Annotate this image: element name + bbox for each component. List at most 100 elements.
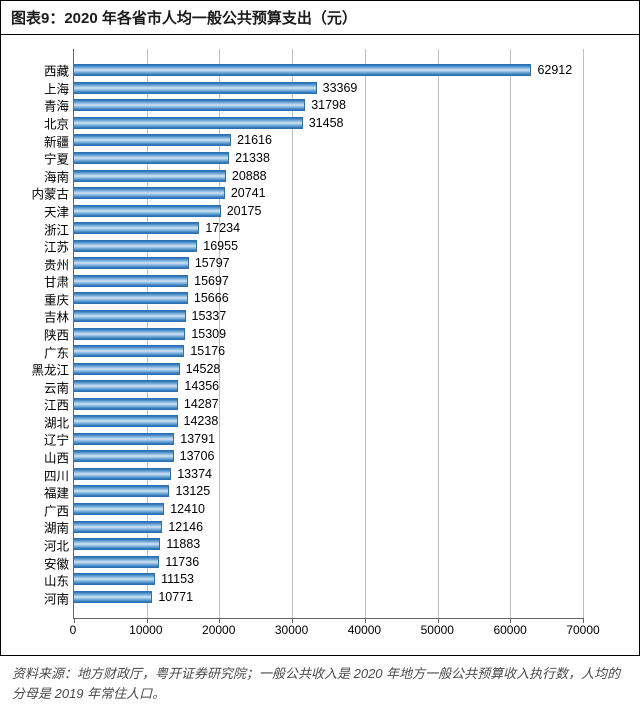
gridline — [438, 49, 439, 618]
y-axis-label: 河北 — [44, 535, 69, 554]
bar-value-label: 31458 — [303, 116, 344, 130]
bar — [74, 205, 221, 217]
gridline — [583, 49, 584, 618]
bar — [74, 380, 178, 392]
bar-value-label: 10771 — [152, 590, 193, 604]
bar-value-label: 11883 — [160, 537, 200, 551]
bar-value-label: 15309 — [185, 327, 226, 341]
bar — [74, 152, 229, 164]
bar — [74, 363, 180, 375]
bar-value-label: 14238 — [178, 414, 219, 428]
bar — [74, 538, 160, 550]
bar-value-label: 14356 — [178, 379, 219, 393]
bar — [74, 117, 303, 129]
plot-inner: 6291233369317983145821616213382088820741… — [73, 49, 583, 619]
y-axis-label: 甘肃 — [44, 272, 69, 291]
bar-value-label: 13125 — [169, 484, 210, 498]
bar — [74, 187, 225, 199]
x-tick-label: 50000 — [421, 623, 454, 637]
bar — [74, 328, 185, 340]
figure-frame: 图表9：2020 年各省市人均一般公共预算支出（元） 6291233369317… — [0, 0, 640, 656]
bar — [74, 222, 199, 234]
bar-value-label: 20741 — [225, 186, 266, 200]
bar-value-label: 11153 — [155, 572, 194, 586]
y-axis-label: 江西 — [44, 395, 69, 414]
bar-value-label: 20888 — [226, 169, 267, 183]
bar — [74, 415, 178, 427]
y-axis-label: 吉林 — [44, 307, 69, 326]
y-axis-label: 天津 — [44, 201, 69, 220]
bar — [74, 257, 189, 269]
bar-value-label: 14287 — [178, 397, 219, 411]
bar-value-label: 20175 — [221, 204, 262, 218]
x-axis-ticks: 010000200003000040000500006000070000 — [73, 619, 583, 649]
bar — [74, 275, 188, 287]
y-axis-label: 湖南 — [44, 518, 69, 537]
bar-value-label: 62912 — [531, 63, 572, 77]
bar — [74, 240, 197, 252]
y-axis-label: 西藏 — [44, 61, 69, 80]
bar — [74, 134, 231, 146]
bar — [74, 468, 171, 480]
y-axis-label: 广东 — [44, 342, 69, 361]
y-axis-label: 四川 — [44, 465, 69, 484]
bar-value-label: 15666 — [188, 291, 229, 305]
bar-value-label: 11736 — [159, 555, 199, 569]
y-axis-label: 新疆 — [44, 131, 69, 150]
x-tick-label: 10000 — [129, 623, 162, 637]
y-axis-label: 福建 — [44, 483, 69, 502]
bar-value-label: 15797 — [189, 256, 230, 270]
bar-value-label: 33369 — [317, 81, 358, 95]
bar — [74, 170, 226, 182]
y-axis-label: 湖北 — [44, 412, 69, 431]
y-axis-label: 黑龙江 — [31, 360, 69, 379]
bar-value-label: 15697 — [188, 274, 229, 288]
y-axis-label: 海南 — [44, 166, 69, 185]
y-axis-label: 重庆 — [44, 289, 69, 308]
x-tick-label: 30000 — [275, 623, 308, 637]
gridline — [365, 49, 366, 618]
bar-value-label: 12410 — [164, 502, 205, 516]
y-axis-label: 上海 — [44, 78, 69, 97]
x-tick-label: 70000 — [566, 623, 599, 637]
bar-value-label: 21616 — [231, 133, 272, 147]
gridline — [292, 49, 293, 618]
y-axis-label: 山西 — [44, 448, 69, 467]
y-axis-label: 云南 — [44, 377, 69, 396]
y-axis-labels: 西藏上海青海北京新疆宁夏海南内蒙古天津浙江江苏贵州甘肃重庆吉林陕西广东黑龙江云南… — [21, 49, 69, 619]
y-axis-label: 辽宁 — [44, 430, 69, 449]
title-row: 图表9：2020 年各省市人均一般公共预算支出（元） — [1, 1, 639, 35]
y-axis-label: 青海 — [44, 96, 69, 115]
y-axis-label: 广西 — [44, 500, 69, 519]
footnote: 资料来源：地方财政厅，粤开证券研究院；一般公共收入是 2020 年地方一般公共预… — [0, 656, 640, 714]
bar — [74, 503, 164, 515]
plot: 6291233369317983145821616213382088820741… — [21, 49, 619, 649]
y-axis-label: 贵州 — [44, 254, 69, 273]
bar-value-label: 21338 — [229, 151, 270, 165]
bar-value-label: 13374 — [171, 467, 212, 481]
bar-value-label: 17234 — [199, 221, 240, 235]
bar-value-label: 16955 — [197, 239, 238, 253]
x-tick-label: 40000 — [348, 623, 381, 637]
bar — [74, 450, 174, 462]
gridline — [510, 49, 511, 618]
y-axis-label: 陕西 — [44, 325, 69, 344]
y-axis-label: 浙江 — [44, 219, 69, 238]
bar — [74, 433, 174, 445]
bar — [74, 292, 188, 304]
x-tick-label: 0 — [70, 623, 77, 637]
bar — [74, 398, 178, 410]
bar-value-label: 14528 — [180, 362, 221, 376]
bar — [74, 573, 155, 585]
bar-value-label: 15337 — [186, 309, 227, 323]
y-axis-label: 安徽 — [44, 553, 69, 572]
bar — [74, 485, 169, 497]
bar — [74, 556, 159, 568]
y-axis-label: 内蒙古 — [31, 184, 69, 203]
y-axis-label: 山东 — [44, 571, 69, 590]
bar — [74, 521, 162, 533]
bar-value-label: 13791 — [174, 432, 215, 446]
bar — [74, 82, 317, 94]
x-tick-label: 60000 — [493, 623, 526, 637]
chart-area: 6291233369317983145821616213382088820741… — [1, 35, 639, 655]
